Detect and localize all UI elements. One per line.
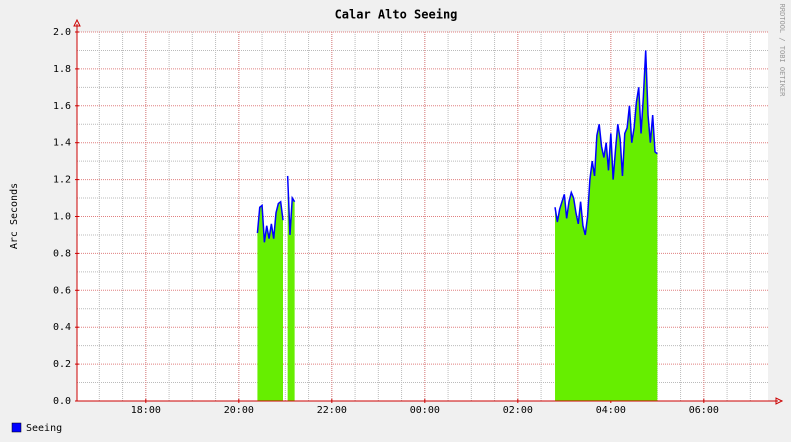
x-tick-label: 20:00: [224, 405, 254, 416]
x-axis-arrow: [775, 397, 784, 405]
y-axis-label: Arc Seconds: [9, 183, 20, 249]
line: [256, 200, 284, 243]
x-tick-label: 04:00: [596, 405, 626, 416]
line: [554, 50, 658, 236]
y-tick-label: 0.4: [53, 322, 71, 333]
x-tick-label: 06:00: [689, 405, 719, 416]
x-tick-label: 02:00: [503, 405, 533, 416]
area: [257, 201, 283, 401]
watermark: RRDTOOL / TOBI OETIKER: [778, 4, 786, 98]
line: [286, 175, 296, 235]
y-tick-label: 0.2: [53, 359, 71, 370]
y-tick-label: 1.8: [53, 64, 71, 75]
plot-area: [77, 32, 768, 401]
y-tick-label: 2.0: [53, 27, 71, 38]
y-tick-label: 1.6: [53, 101, 71, 112]
area: [555, 50, 658, 401]
y-tick-label: 0.6: [53, 285, 71, 296]
x-tick-label: 18:00: [131, 405, 161, 416]
y-tick-label: 1.4: [53, 138, 71, 149]
chart-title: Calar Alto Seeing: [335, 8, 458, 22]
y-tick-label: 1.2: [53, 175, 71, 186]
legend-label: Seeing: [26, 423, 62, 434]
legend-swatch: [11, 422, 22, 433]
y-tick-label: 1.0: [53, 212, 71, 223]
x-tick-label: 22:00: [317, 405, 347, 416]
y-tick-label: 0.8: [53, 248, 71, 259]
x-tick-label: 00:00: [410, 405, 440, 416]
y-axis-arrow: [73, 18, 81, 27]
y-tick-label: 0.0: [53, 396, 71, 407]
